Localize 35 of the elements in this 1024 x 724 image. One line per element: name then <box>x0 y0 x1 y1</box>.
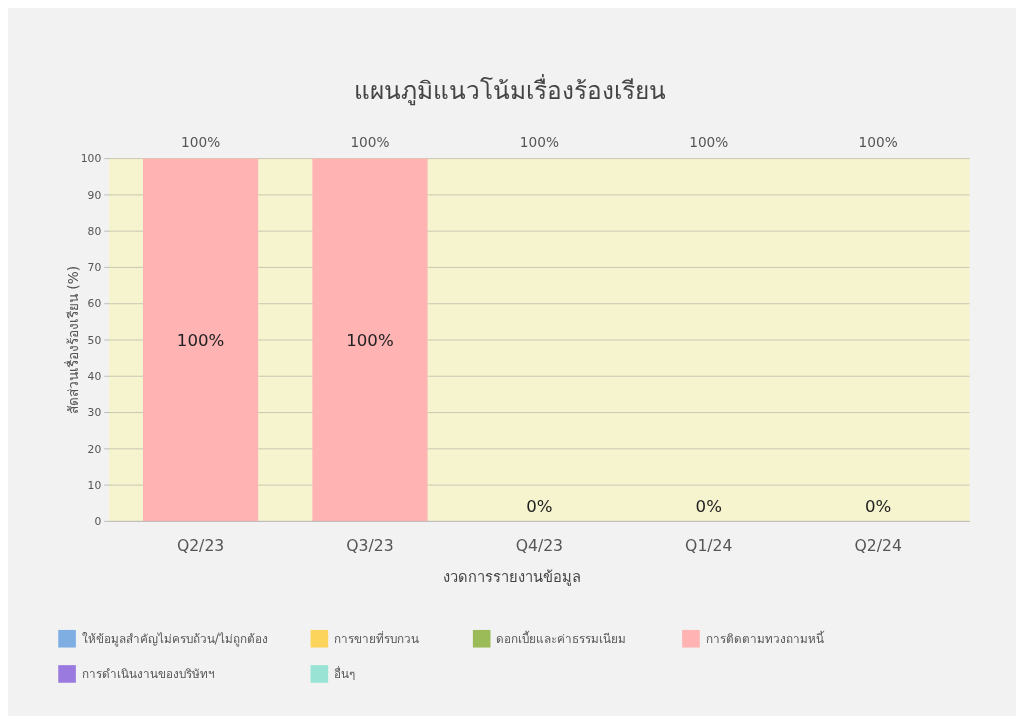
text: 100% <box>858 133 898 150</box>
data-label: 100% <box>346 330 394 350</box>
x-tick-label: Q2/23 <box>176 535 225 555</box>
y-tick-label: 90 <box>87 188 102 202</box>
legend-label: อื่นๆ <box>334 666 356 682</box>
y-tick-label: 60 <box>87 297 102 311</box>
y-tick-label: 40 <box>87 370 102 384</box>
x-tick-label: Q4/23 <box>515 535 564 555</box>
y-tick-label: 20 <box>87 442 102 456</box>
text: 100% <box>350 133 390 150</box>
legend-label: การขายที่รบกวน <box>334 630 420 646</box>
y-axis-title: สัดส่วนเรื่องร้องเรียน (%) <box>63 265 81 415</box>
chart-title: แผนภูมิแนวโน้มเรื่องร้องเรียน <box>354 73 667 106</box>
x-tick-label: Q1/24 <box>685 535 733 555</box>
legend-label: ให้ข้อมูลสำคัญไม่ครบถ้วน/ไม่ถูกต้อง <box>81 631 268 647</box>
data-label: 0% <box>695 496 722 516</box>
y-tick-label: 30 <box>87 406 102 420</box>
y-tick-label: 80 <box>87 224 102 238</box>
text: 100% <box>689 133 729 150</box>
y-tick-label: 50 <box>87 333 102 347</box>
data-label: 100% <box>176 330 225 350</box>
x-tick-label: Q2/24 <box>854 535 902 555</box>
y-tick-label: 100 <box>80 152 102 166</box>
legend-label: การติดตามทวงถามหนี้ <box>705 629 825 646</box>
y-tick-label: 70 <box>87 261 102 275</box>
y-tick-label: 10 <box>87 478 102 492</box>
text: 100% <box>519 133 559 150</box>
legend-label: ดอกเบี้ยและค่าธรรมเนียม <box>496 629 627 646</box>
x-tick-label: Q3/23 <box>346 535 394 555</box>
data-label: 0% <box>865 496 892 516</box>
legend-label: การดำเนินงานของบริษัทฯ <box>81 667 215 682</box>
x-axis-title: งวดการรายงานข้อมูล <box>443 568 581 587</box>
text: 100% <box>181 133 221 150</box>
y-tick-label: 0 <box>94 515 102 529</box>
data-label: 0% <box>526 496 553 516</box>
